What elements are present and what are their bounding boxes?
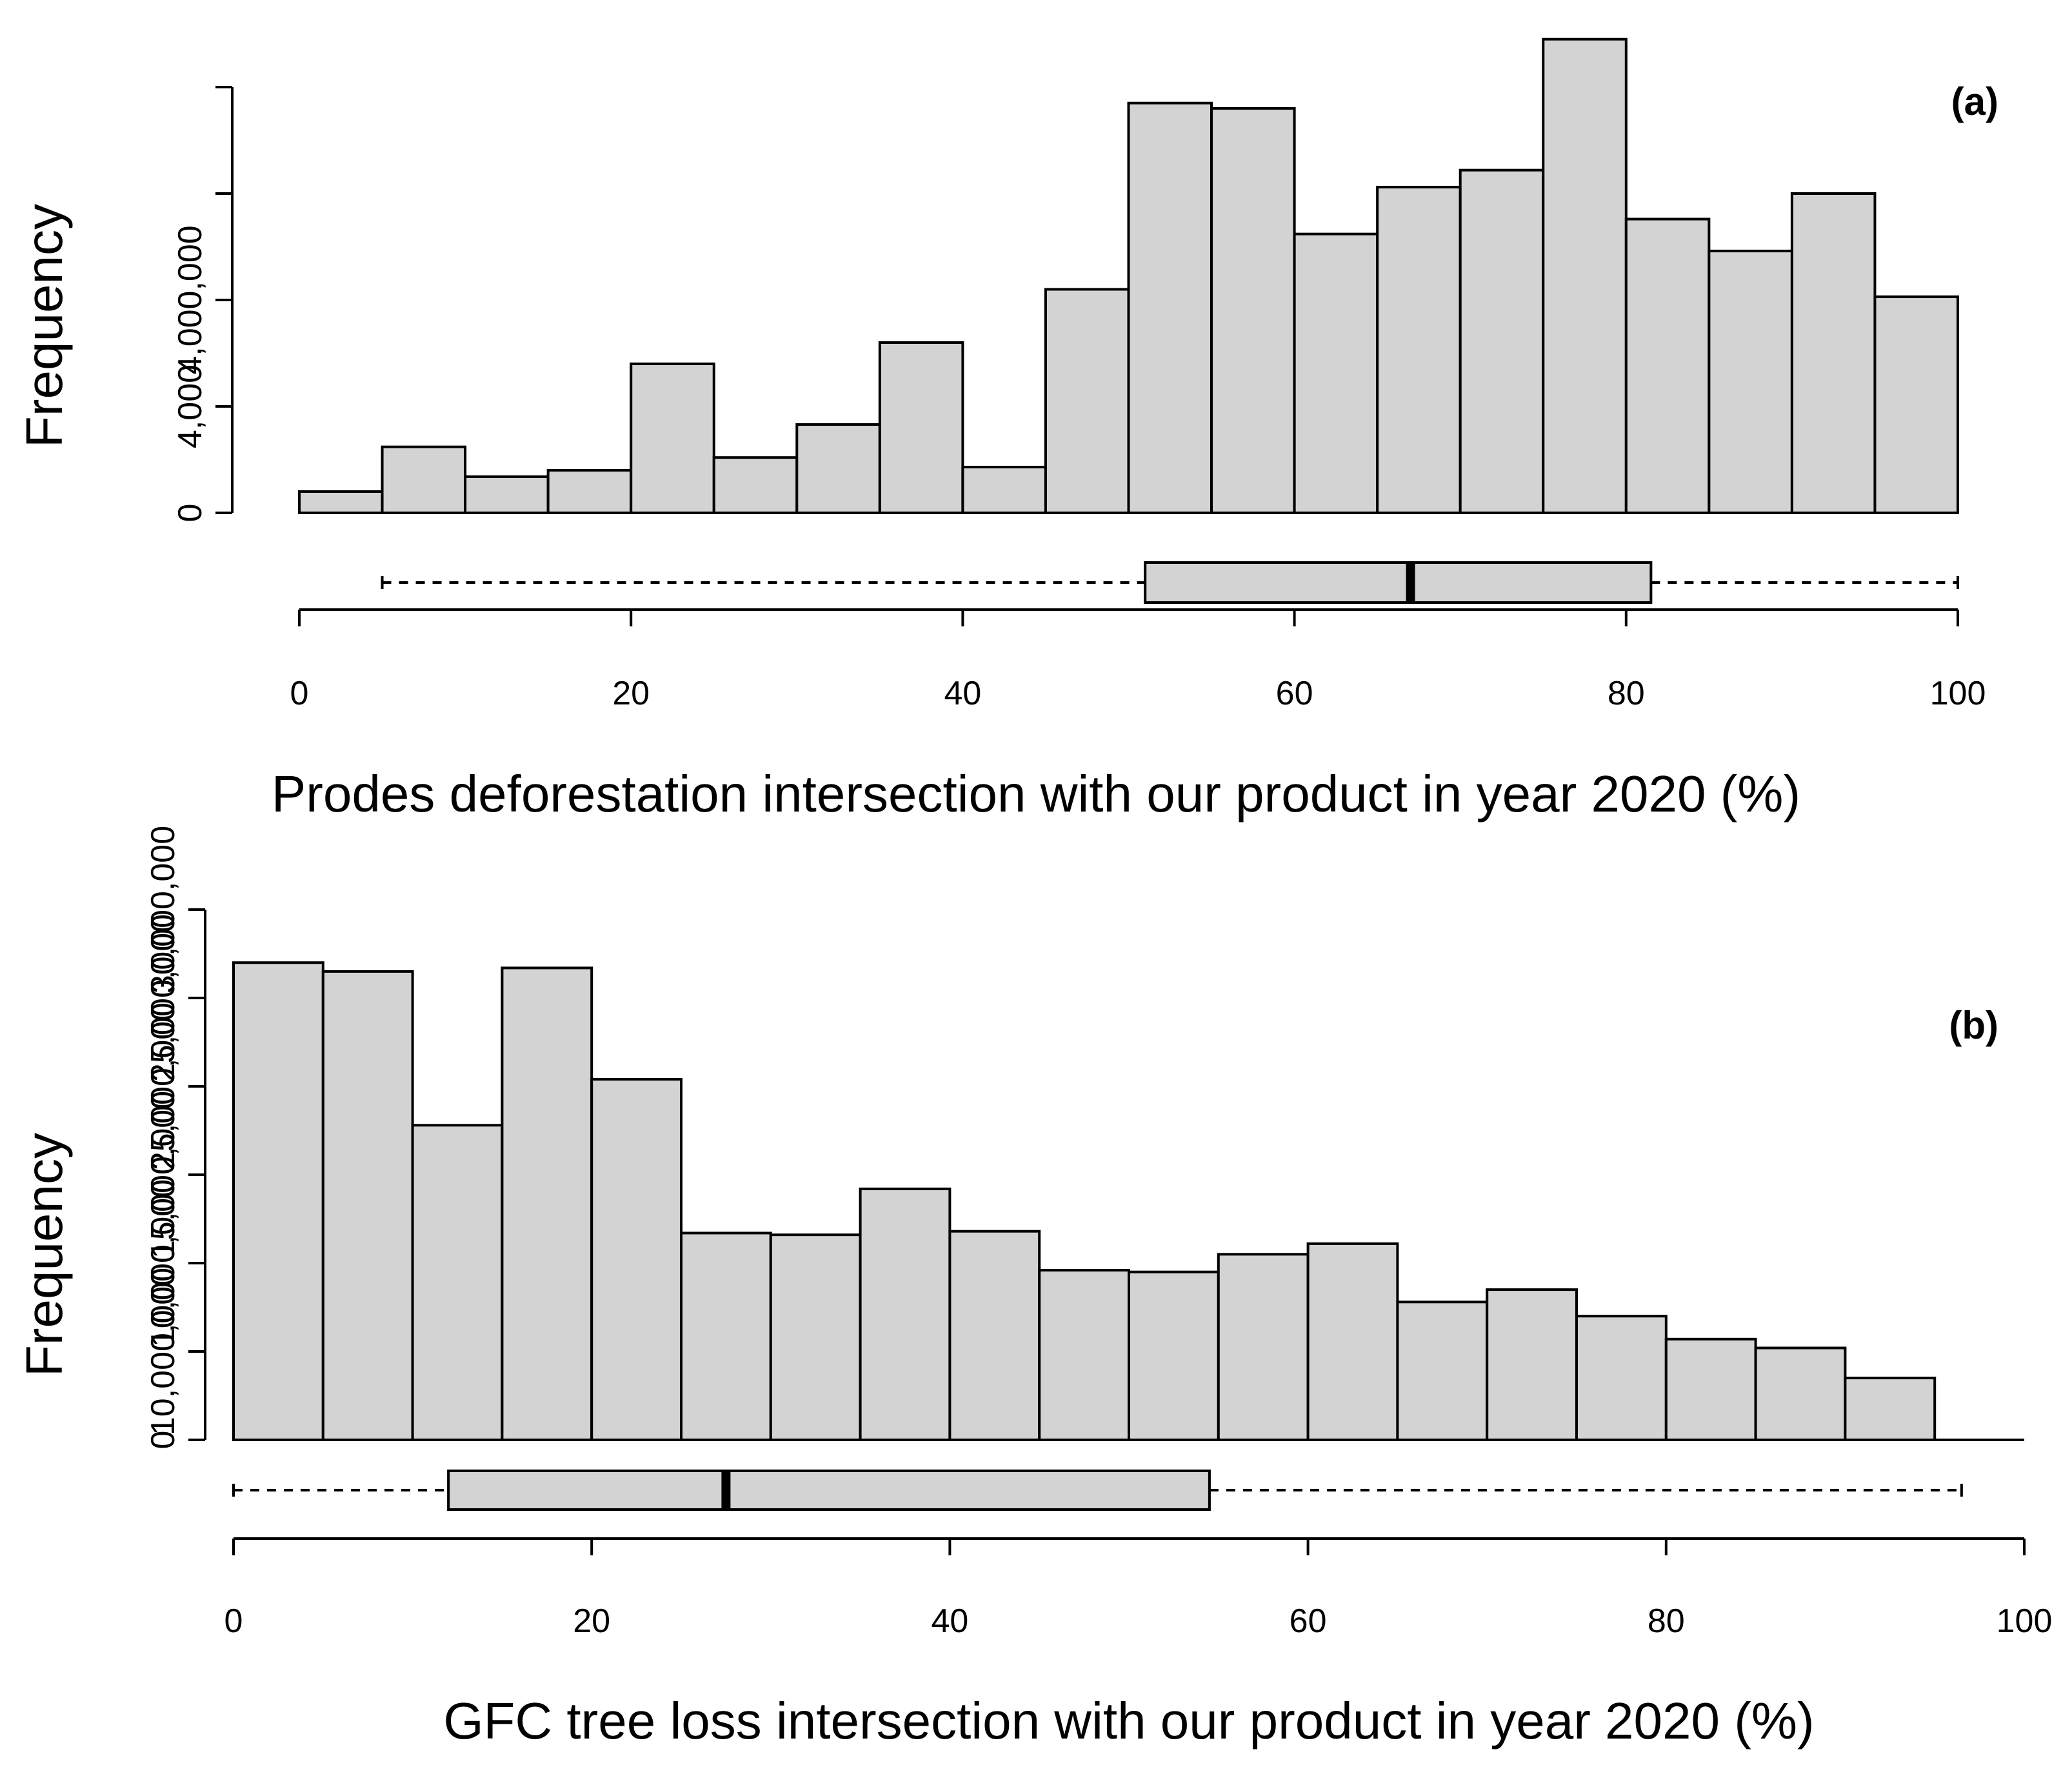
- panel-b-bar: [321, 970, 414, 1441]
- panel-a-box: [1144, 561, 1653, 604]
- panel-a-bar: [1210, 107, 1296, 514]
- panel-b-bar: [1038, 1268, 1130, 1441]
- panel-b-y-tick-label: 10,000,000: [144, 1179, 182, 1347]
- panel-a-bar: [1376, 186, 1462, 514]
- panel-b-y-tick-label: 10,000,000: [144, 1268, 182, 1435]
- panel-a-bar: [961, 466, 1047, 514]
- panel-b-bar: [232, 961, 324, 1441]
- panel-b: 010,000,00010,000,00015,000,00025,000,00…: [15, 826, 2052, 1750]
- panel-b-bar: [1128, 1270, 1220, 1441]
- panel-a-bar: [546, 469, 633, 514]
- panel-b-bar: [1486, 1288, 1578, 1441]
- panel-a-y-tick-label: 4,000,000: [172, 225, 209, 374]
- panel-b-bar: [948, 1230, 1041, 1442]
- panel-a-bar: [1708, 250, 1793, 514]
- panel-a-bar: [795, 423, 881, 514]
- panel-b-bar: [1664, 1337, 1757, 1442]
- panel-b-box: [447, 1470, 1211, 1511]
- panel-a-bar: [1459, 168, 1545, 514]
- panel-b-y-axis: 010,000,00010,000,00015,000,00025,000,00…: [144, 826, 206, 1450]
- panel-a-x-tick-label: 100: [1930, 675, 1986, 712]
- panel-a-bar: [381, 445, 467, 515]
- panel-a-bar: [878, 341, 964, 514]
- panel-a-x-axis-title: Prodes deforestation intersection with o…: [272, 765, 1800, 823]
- panel-a-y-tick-label: 0: [172, 504, 209, 523]
- panel-a-x-tick-label: 0: [290, 675, 309, 712]
- panel-b-bar: [1754, 1346, 1847, 1442]
- panel-a-bar: [1873, 295, 1959, 514]
- panel-b-bar: [1217, 1253, 1310, 1442]
- panel-a-bar: [1127, 101, 1213, 514]
- panel-b-x-axis-title: GFC tree loss intersection with our prod…: [443, 1692, 1814, 1750]
- panel-b-x-tick-label: 20: [573, 1602, 610, 1640]
- panel-a-x-axis: 0 20 40 60 80 100: [290, 608, 1986, 712]
- panel-a-x-tick-label: 80: [1608, 675, 1645, 712]
- panel-b-y-tick-label: 30,000,000: [144, 826, 182, 993]
- panel-b-bar: [590, 1078, 683, 1442]
- panel-b-boxplot: [232, 1470, 1963, 1511]
- panel-a-bar: [298, 490, 384, 514]
- panel-b-x-tick-label: 0: [224, 1602, 243, 1640]
- panel-b-bars: [232, 961, 2024, 1442]
- panel-b-x-axis: 0 20 40 60 80 100: [224, 1537, 2053, 1640]
- panel-b-x-tick-label: 100: [1997, 1602, 2053, 1640]
- panel-b-bar: [680, 1232, 772, 1442]
- panel-b-bar: [1306, 1242, 1399, 1441]
- panel-b-label: (b): [1949, 1004, 1998, 1047]
- panel-a-bar: [1293, 232, 1379, 514]
- panel-b-bar: [411, 1124, 504, 1442]
- panel-b-y-tick-label: 0: [144, 1431, 182, 1450]
- panel-b-bar: [859, 1187, 951, 1442]
- panel-a-bar: [630, 363, 715, 514]
- panel-b-y-tick-label: 25,000,000: [144, 1002, 182, 1170]
- panel-b-x-tick-label: 60: [1290, 1602, 1327, 1640]
- panel-b-bar: [1575, 1315, 1668, 1441]
- panel-a-x-tick-label: 40: [944, 675, 981, 712]
- panel-b-bar: [501, 966, 593, 1442]
- panel-a-x-tick-label: 20: [612, 675, 650, 712]
- panel-b-y-tick-label: 15,000,000: [144, 1091, 182, 1259]
- panel-a-bar: [1044, 288, 1130, 514]
- panel-a-bar: [1790, 192, 1877, 514]
- panel-a-x-tick-label: 60: [1276, 675, 1313, 712]
- panel-b-x-tick-label: 40: [931, 1602, 968, 1640]
- panel-a-bar: [1624, 217, 1711, 514]
- panel-a-bars: [298, 37, 1959, 515]
- panel-b-x-tick-label: 80: [1648, 1602, 1685, 1640]
- panel-a-y-tick-label: 4,000: [172, 364, 209, 448]
- panel-b-y-axis-title: Frequency: [15, 1133, 73, 1377]
- panel-a-boxplot: [381, 561, 1959, 604]
- panel-b-bar: [1396, 1301, 1489, 1442]
- panel-a-y-axis-title: Frequency: [15, 204, 73, 448]
- panel-a-bar: [712, 456, 799, 515]
- panel-a-label: (a): [1951, 80, 1998, 123]
- panel-b-bar: [1844, 1377, 1937, 1442]
- panel-b-bar: [769, 1233, 862, 1442]
- panel-a-bar: [1542, 37, 1628, 514]
- panel-b-y-tick-label: 25,000,000: [144, 914, 182, 1082]
- panel-a-bar: [464, 475, 550, 515]
